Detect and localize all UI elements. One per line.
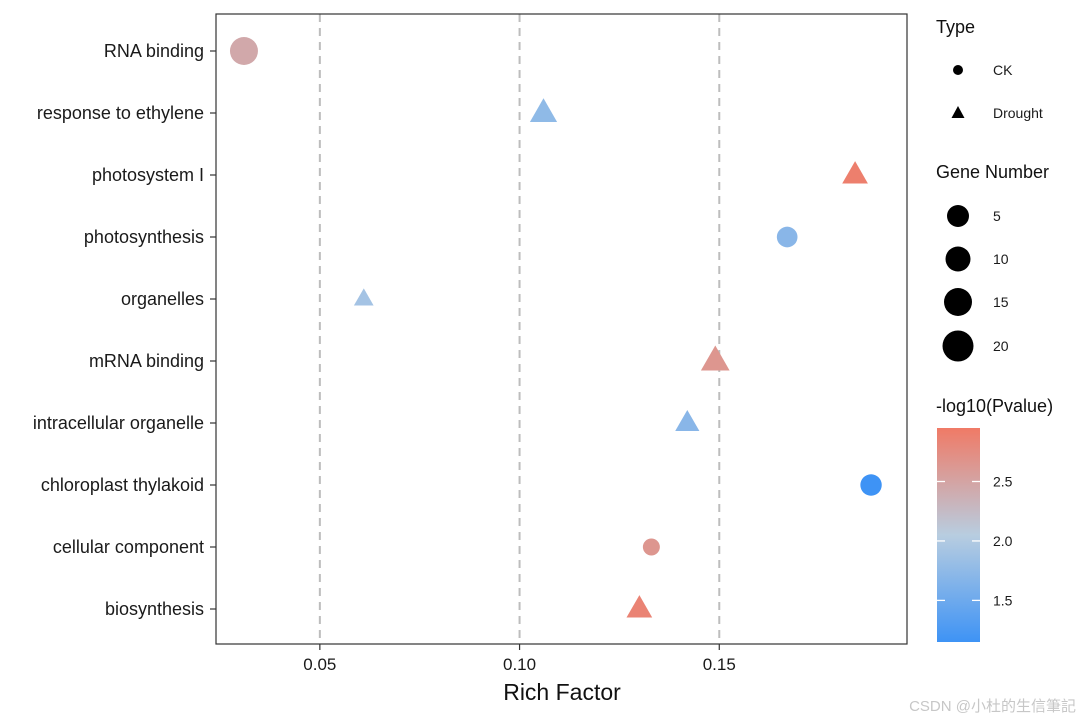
y-tick-label-photosystem-i: photosystem I [92, 165, 204, 185]
legend-size-20-icon [942, 330, 974, 362]
plot-panel-border [215, 13, 908, 645]
point-photosystem-i [842, 161, 868, 184]
point-biosynthesis [626, 595, 653, 618]
legend-size-15-label: 15 [993, 294, 1009, 310]
legend-size-20-label: 20 [993, 338, 1009, 354]
legend-drought-label: Drought [993, 105, 1043, 121]
legend-size-5-label: 5 [993, 208, 1001, 224]
colorbar-tick-label-2-5: 2.5 [993, 474, 1013, 490]
point-mrna-binding [700, 345, 730, 371]
point-rna-binding [229, 37, 258, 65]
grid-lines [318, 14, 721, 644]
y-tick-labels: biosynthesis cellular component chloroplas… [33, 41, 216, 619]
point-cellular-component [642, 538, 660, 556]
legend-ck-label: CK [993, 62, 1013, 78]
x-tick-label-0-15: 0.15 [703, 655, 736, 674]
point-chloroplast-thylakoid [860, 474, 882, 496]
y-tick-label-chloroplast-thylakoid: chloroplast thylakoid [41, 475, 204, 495]
colorbar-tick-label-1-5: 1.5 [993, 592, 1013, 608]
data-points [229, 37, 882, 618]
y-tick-label-mrna-binding: mRNA binding [89, 351, 204, 371]
legend-size-5-icon [947, 205, 969, 227]
legend-size-15-icon [944, 288, 972, 316]
legend-colorbar-ticks: 1.5 2.0 2.5 [937, 474, 1013, 608]
legend-drought-triangle-icon [951, 106, 965, 118]
y-tick-label-rna-binding: RNA binding [104, 41, 204, 61]
y-tick-label-intracellular-organelle: intracellular organelle [33, 413, 204, 433]
legend-colorbar [937, 428, 980, 642]
point-photosynthesis [776, 226, 798, 248]
legend-size-10-icon [945, 246, 971, 272]
x-tick-label-0-05: 0.05 [303, 655, 336, 674]
y-tick-label-photosynthesis: photosynthesis [84, 227, 204, 247]
legend: Type CK Drought Gene Number 5 10 15 20 -… [936, 17, 1053, 642]
y-tick-label-response-to-ethylene: response to ethylene [37, 103, 204, 123]
legend-ck-circle-icon [953, 65, 963, 75]
x-tick-label-0-10: 0.10 [503, 655, 536, 674]
legend-size-10-label: 10 [993, 251, 1009, 267]
point-intracellular-organelle [675, 410, 700, 431]
colorbar-tick-label-2-0: 2.0 [993, 533, 1013, 549]
legend-gene-number-title: Gene Number [936, 162, 1049, 182]
x-axis-title: Rich Factor [503, 679, 621, 705]
x-tick-labels: 0.05 0.10 0.15 [303, 644, 736, 674]
y-tick-label-biosynthesis: biosynthesis [105, 599, 204, 619]
y-tick-label-organelles: organelles [121, 289, 204, 309]
point-response-to-ethylene [529, 98, 558, 122]
legend-color-title: -log10(Pvalue) [936, 396, 1053, 416]
legend-type-title: Type [936, 17, 975, 37]
watermark: CSDN @小杜的生信筆記 [909, 698, 1076, 715]
point-organelles [353, 288, 374, 306]
y-tick-label-cellular-component: cellular component [53, 537, 204, 557]
